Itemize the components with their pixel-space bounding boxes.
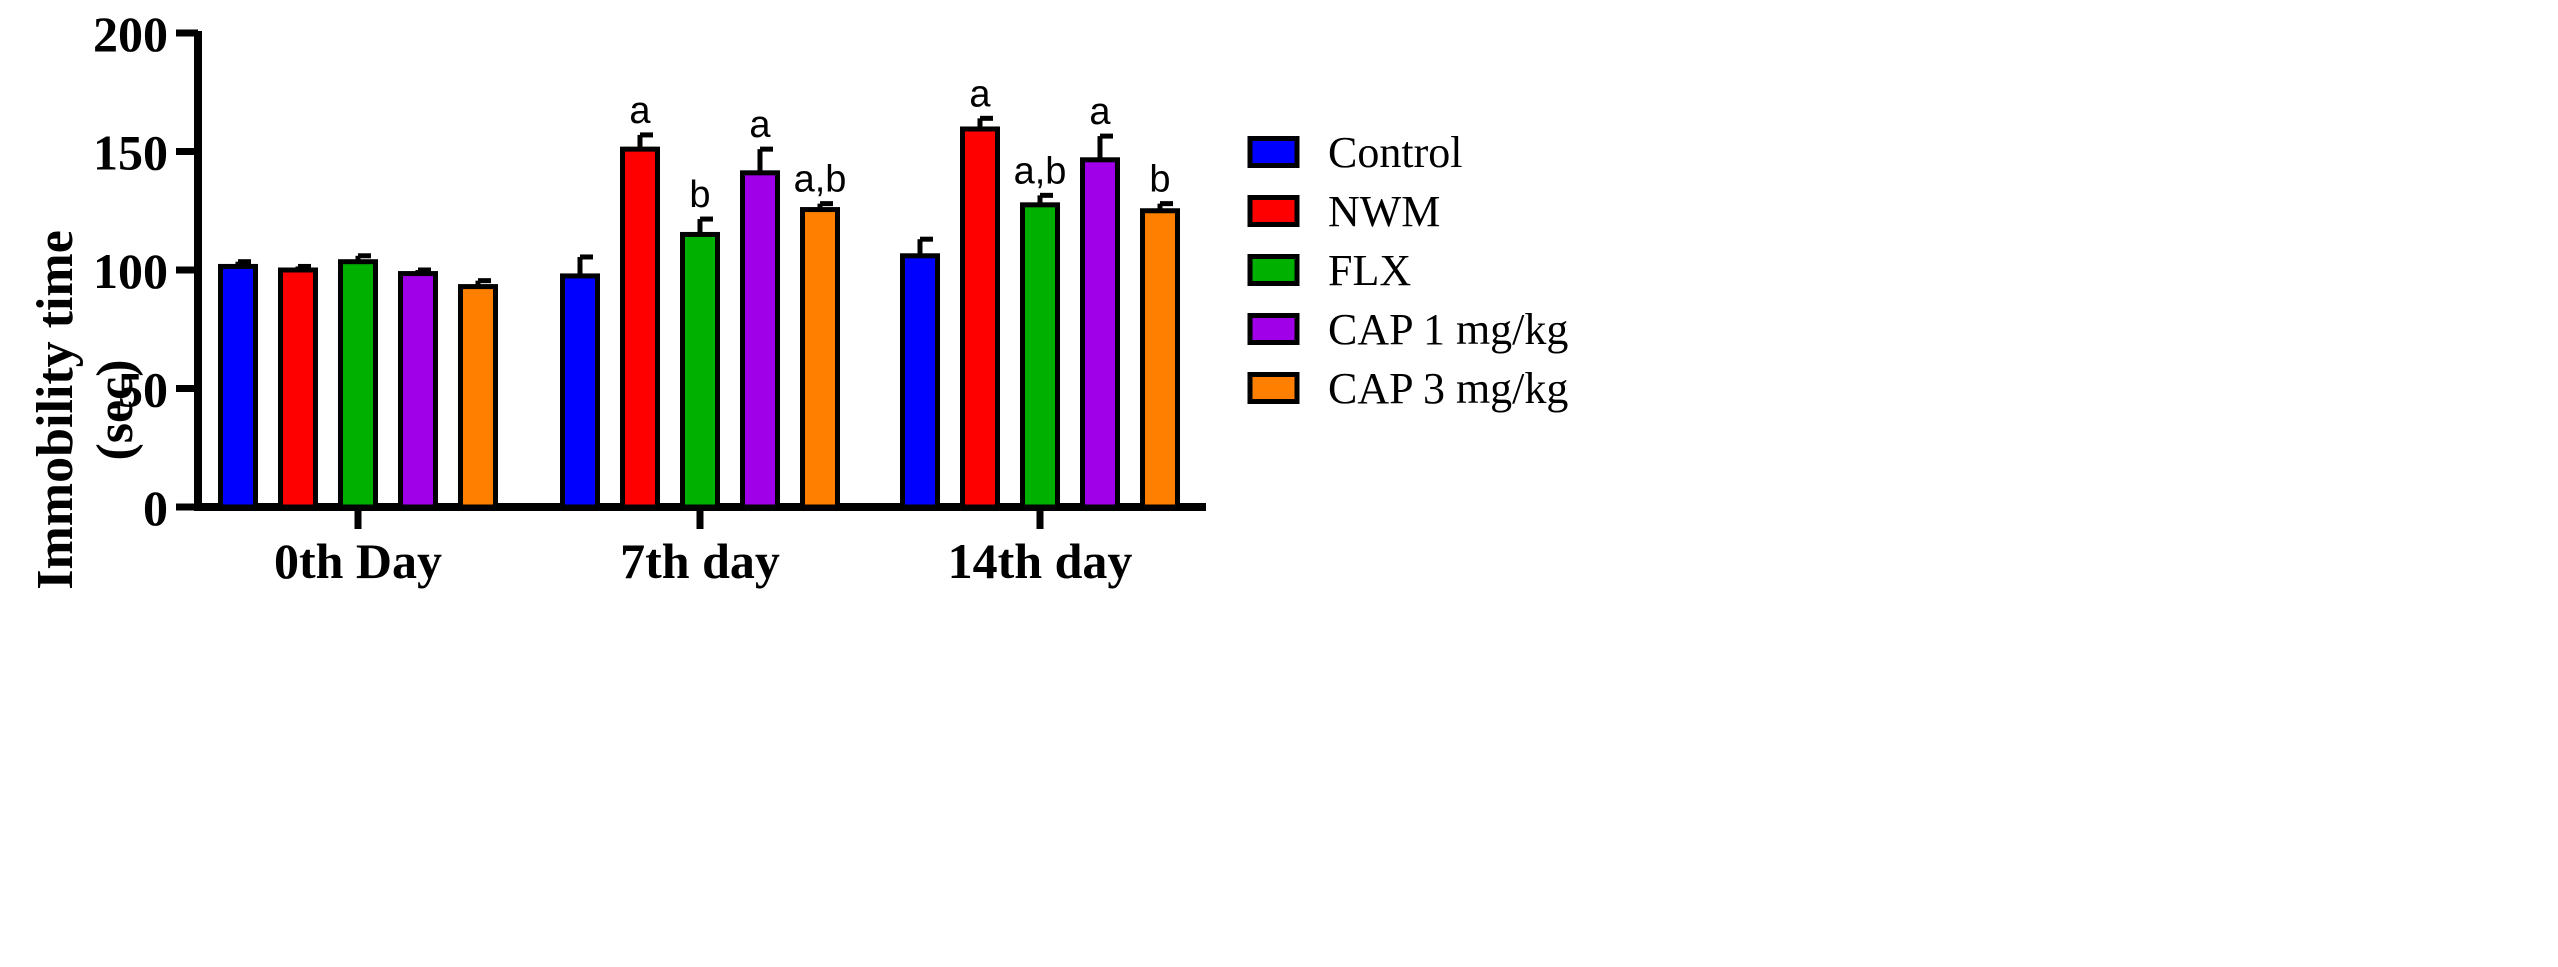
legend-swatch xyxy=(1247,136,1300,168)
bar xyxy=(218,263,258,510)
x-axis: 0th Day 7th day 14th day xyxy=(194,503,1206,589)
significance-label: b xyxy=(689,174,710,216)
legend-label: NWM xyxy=(1328,187,1440,236)
legend-swatch xyxy=(1247,195,1300,227)
legend-label: CAP 3 mg/kg xyxy=(1328,364,1568,413)
y-tick-label: 50 xyxy=(118,362,168,418)
y-axis: 0 50 100 150 200 xyxy=(93,6,202,536)
x-tick-label: 7th day xyxy=(620,533,780,589)
x-tick-label: 0th Day xyxy=(274,533,442,589)
bar xyxy=(1080,157,1120,510)
significance-label: b xyxy=(1149,159,1170,201)
legend-label: FLX xyxy=(1328,246,1411,295)
significance-label: a xyxy=(749,104,771,146)
significance-label: a xyxy=(1089,91,1111,133)
bar xyxy=(680,231,720,510)
legend-swatch xyxy=(1247,254,1300,286)
bar xyxy=(458,284,498,510)
bar xyxy=(560,273,600,510)
bar xyxy=(740,170,780,510)
legend-swatch xyxy=(1247,372,1300,404)
y-axis-label-line2: (sec) xyxy=(87,359,144,460)
bar xyxy=(800,207,840,510)
bar xyxy=(398,271,438,510)
y-tick-label: 200 xyxy=(93,6,168,62)
bar xyxy=(1140,208,1180,510)
significance-label: a,b xyxy=(1014,150,1067,192)
legend-swatch xyxy=(1247,313,1300,345)
y-tick-label: 0 xyxy=(143,480,168,536)
significance-label: a,b xyxy=(794,159,847,201)
y-axis-label-line1: Immobility time xyxy=(27,230,84,590)
bar xyxy=(278,267,318,510)
bar xyxy=(900,253,940,510)
bar xyxy=(338,259,378,510)
legend-label: CAP 1 mg/kg xyxy=(1328,305,1568,354)
y-tick-label: 100 xyxy=(93,243,168,299)
bar xyxy=(620,146,660,510)
x-tick-label: 14th day xyxy=(948,533,1133,589)
y-tick-label: 150 xyxy=(93,125,168,181)
bar xyxy=(960,126,1000,510)
significance-label: a xyxy=(629,90,651,132)
legend-label: Control xyxy=(1328,128,1462,177)
bar xyxy=(1020,202,1060,510)
legend: Control NWM FLX CAP 1 mg/kg CAP 3 mg/kg xyxy=(1247,128,1568,413)
significance-label: a xyxy=(969,73,991,115)
